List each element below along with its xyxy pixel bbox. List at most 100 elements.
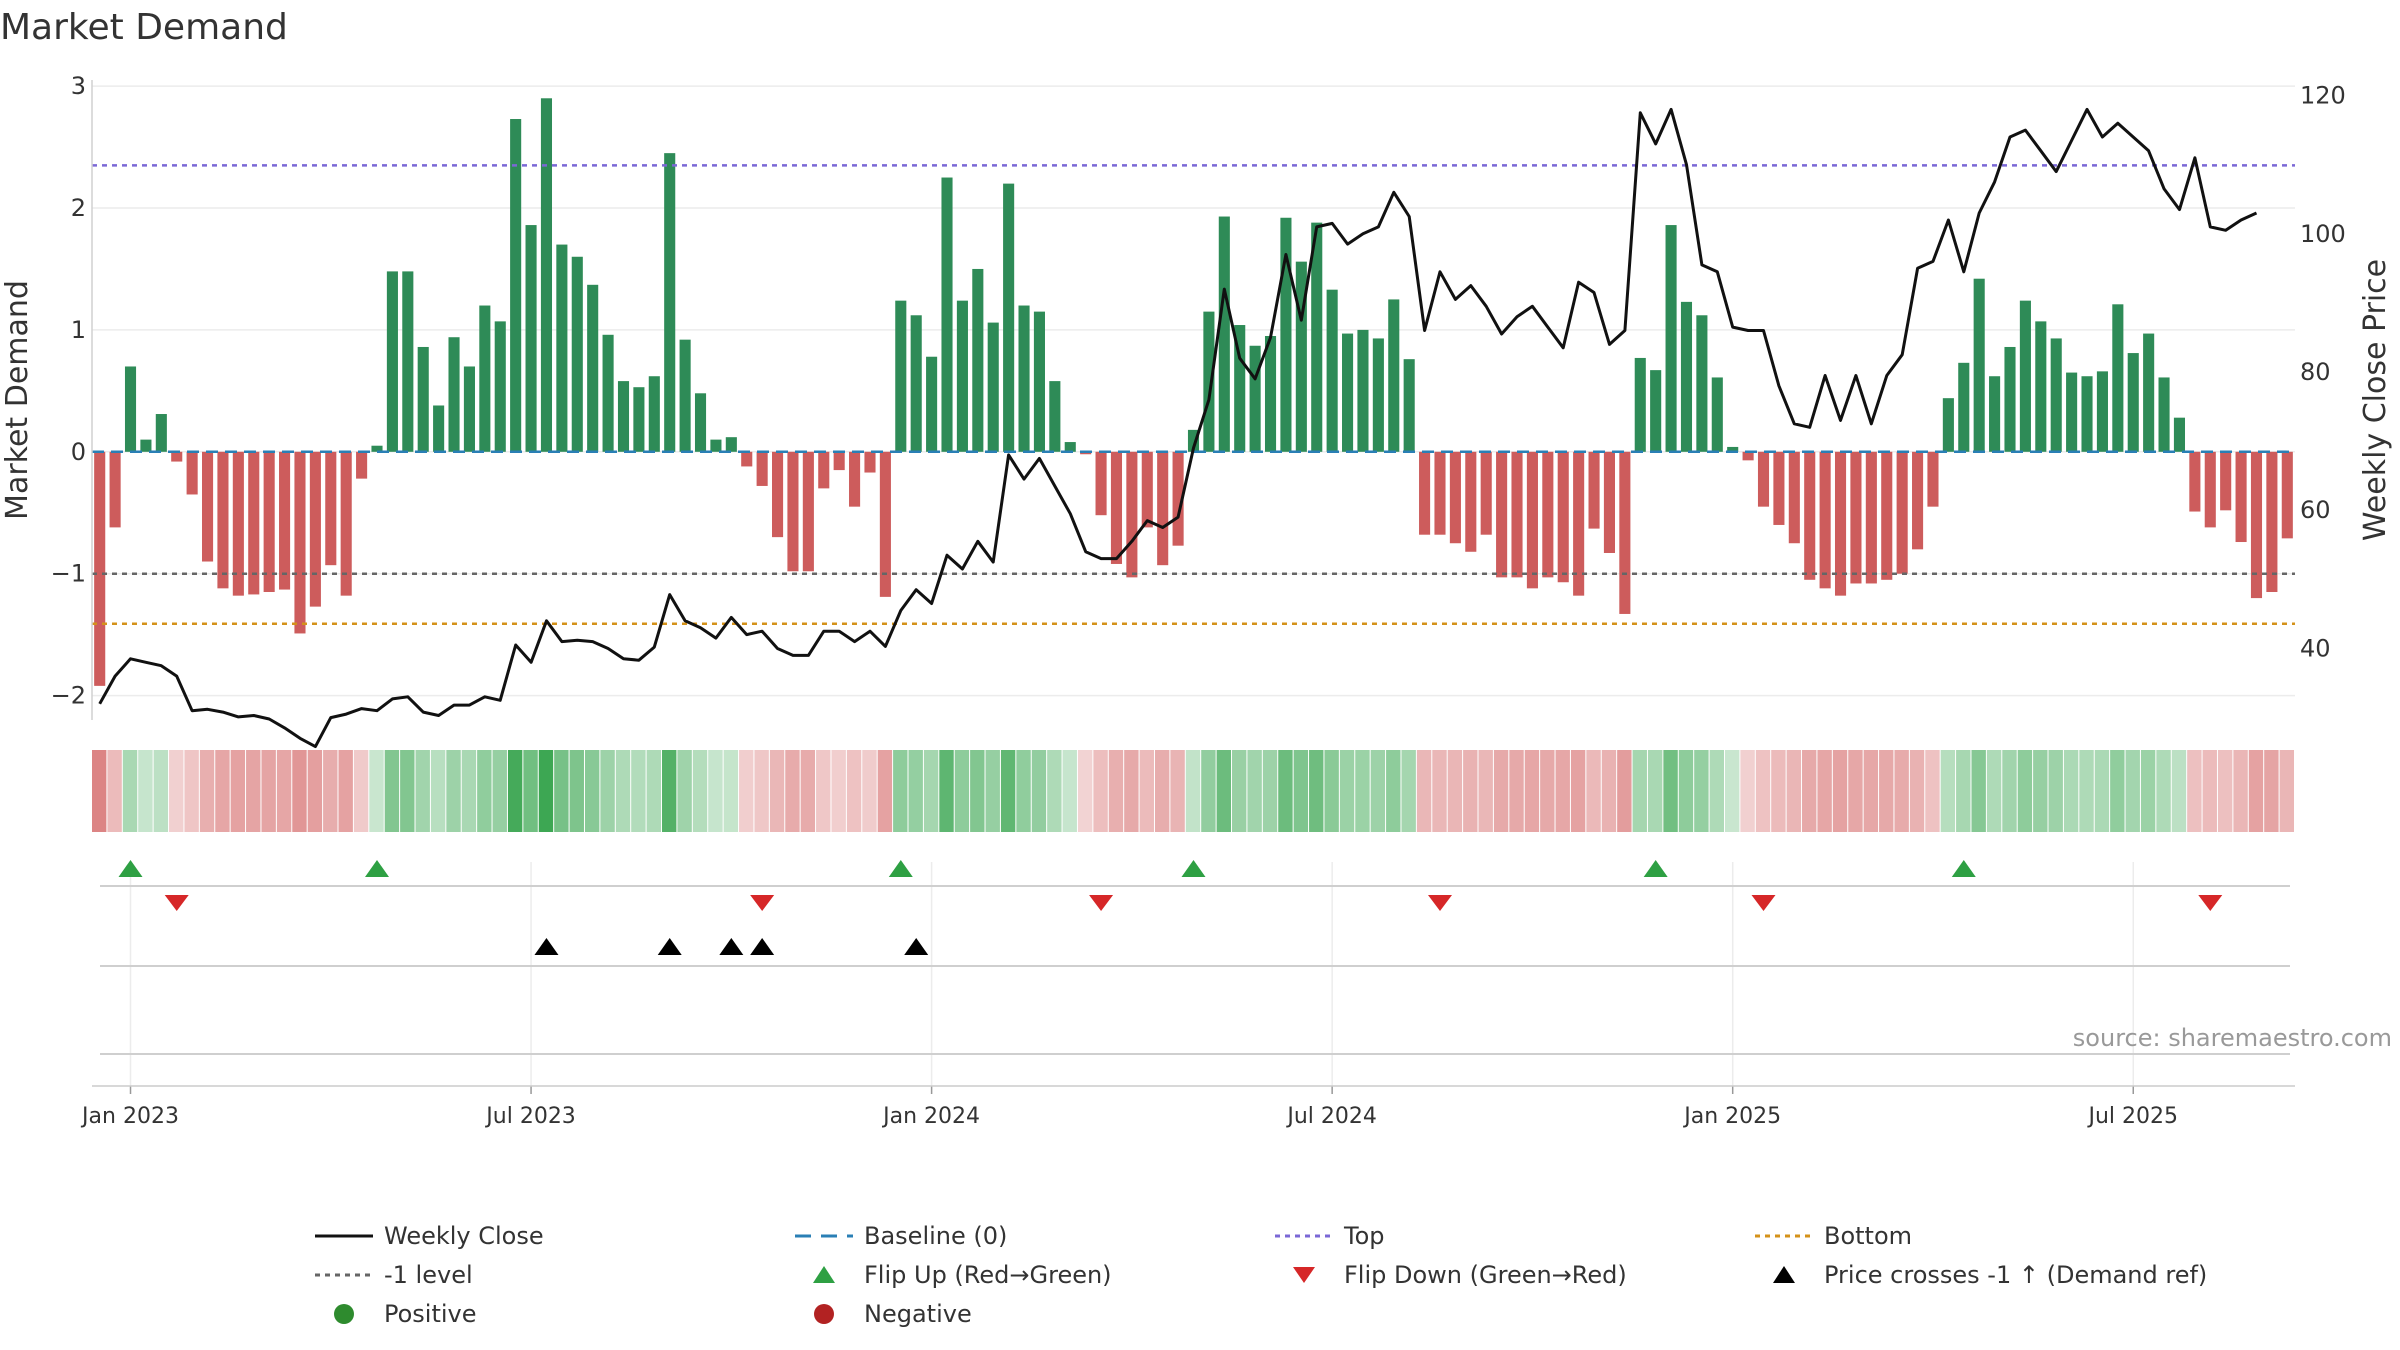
heat-cell [2187,750,2202,832]
heat-cell [1401,750,1416,832]
demand-bar [325,451,337,566]
heat-cell [1832,750,1848,832]
heat-cell [2171,750,2187,832]
price-cross-marker [719,938,744,955]
demand-bar [340,451,352,596]
y2-tick-label: 80 [2300,358,2331,386]
heat-cell [1956,750,1971,832]
demand-bar [2189,451,2201,512]
heat-cell [1509,750,1524,832]
demand-bar [2096,371,2108,452]
heat-cell [769,750,785,832]
heat-cell [2048,750,2063,832]
demand-bar [94,451,106,686]
heat-cell [923,750,939,832]
demand-bar [1834,451,1847,596]
heat-cell [1370,750,1386,832]
y-tick-label: −1 [51,560,86,588]
heat-cell [569,750,584,832]
y2-tick-label: 40 [2300,634,2331,662]
heat-cell [1000,750,1016,832]
heat-cell [708,750,723,832]
legend-label: Flip Down (Green→Red) [1344,1261,1627,1289]
heat-cell [1124,750,1139,832]
flip-down-marker [1751,895,1776,911]
heat-cell [1201,750,1216,832]
legend-label: Baseline (0) [864,1222,1007,1250]
demand-bar [463,366,475,452]
heat-cell [2063,750,2079,832]
flip-up-marker [888,860,913,877]
demand-bar [1973,278,1985,452]
legend-label: Flip Up (Red→Green) [864,1261,1112,1289]
demand-bar [741,451,753,467]
y-tick-label: 3 [71,72,86,100]
heat-cell [785,750,800,832]
heat-cell [184,750,199,832]
source-note: source: sharemaestro.com [2073,1024,2392,1052]
demand-bar [1865,451,1877,584]
demand-bar [710,439,722,452]
demand-bar [602,334,614,452]
legend-marker [814,1304,834,1324]
heat-cell [1771,750,1786,832]
demand-bar [617,381,630,452]
heat-cell [307,750,323,832]
heat-cell [1802,750,1817,832]
demand-bar [2220,451,2232,511]
heat-cell [2079,750,2094,832]
demand-bar [1511,451,1523,578]
heat-cell [662,750,677,832]
heat-cell [1848,750,1863,832]
heat-cell [1555,750,1570,832]
heat-cell [400,750,415,832]
demand-bar [1295,261,1307,452]
heat-cell [1293,750,1309,832]
heat-cell [199,750,215,832]
demand-bar [1603,451,1615,553]
demand-bar [1419,451,1431,535]
heat-cell [338,750,353,832]
demand-bar [987,322,999,452]
heat-cell [2264,750,2279,832]
heat-cell [446,750,461,832]
flip-down-marker [1089,895,1114,911]
demand-bar [956,300,968,452]
demand-bar [1665,225,1677,452]
demand-bar [802,451,814,572]
price-cross-marker [657,938,682,955]
heat-cell [600,750,615,832]
legend-label: Weekly Close [384,1222,544,1250]
demand-bar [556,244,568,452]
heat-cell [1247,750,1262,832]
demand-bar [1280,217,1292,452]
demand-bar [725,437,737,452]
demand-bar [1049,381,1061,452]
heat-cell [2125,750,2140,832]
heat-cell [970,750,985,832]
demand-heat-strip [92,750,2294,832]
heat-cell [292,750,307,832]
demand-bar [1773,451,1785,525]
demand-bar [864,451,876,473]
demand-bar [1557,451,1569,583]
heat-cell [677,750,692,832]
demand-bar [1003,183,1015,452]
heat-cell [1740,750,1755,832]
demand-bar [972,268,984,452]
demand-bar [679,339,691,452]
heat-cell [846,750,862,832]
demand-bar [571,256,583,452]
heat-cell [523,750,538,832]
demand-bar [510,119,522,452]
heat-cell [538,750,554,832]
heat-cell [1879,750,1894,832]
heat-cell [1432,750,1447,832]
heat-cell [1154,750,1170,832]
heat-cell [2233,750,2248,832]
demand-bar [1434,451,1446,535]
demand-bar [309,451,321,607]
heat-cell [2094,750,2110,832]
heat-cell [122,750,138,832]
demand-bar [294,451,306,634]
